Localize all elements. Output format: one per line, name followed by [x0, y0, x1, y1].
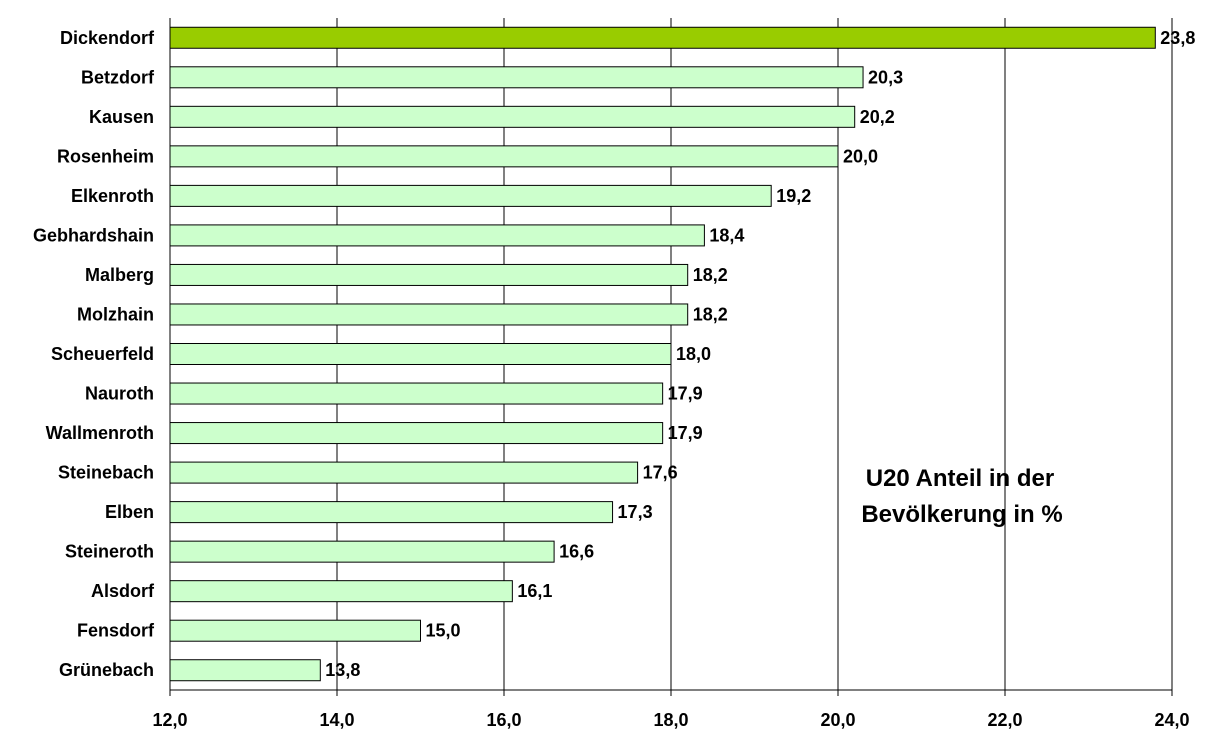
category-label: Scheuerfeld: [51, 344, 154, 364]
category-label: Betzdorf: [81, 67, 155, 87]
value-labels: 23,8 20,3 20,2 20,0 19,2 18,4 18,2 18,2 18,0 17,9…: [325, 28, 1195, 680]
bar: [169, 619, 421, 642]
value-label: 18,2: [693, 304, 728, 324]
bar: [169, 66, 864, 89]
category-labels: Dickendorf Betzdorf Kausen Rosenheim Elkenro…: [33, 28, 155, 680]
chart-annotation-line-1: U20 Anteil in der: [866, 465, 1054, 492]
x-tick-label: 12,0: [152, 710, 187, 730]
category-label: Elkenroth: [71, 186, 154, 206]
bar: [169, 422, 664, 445]
chart-annotation-line-2: Bevölkerung in %: [861, 501, 1062, 528]
value-label: 18,4: [709, 225, 744, 245]
category-label: Gebhardshain: [33, 225, 154, 245]
bar: [169, 263, 689, 286]
value-label: 23,8: [1160, 28, 1195, 48]
category-label: Fensdorf: [77, 621, 155, 641]
value-label: 19,2: [776, 186, 811, 206]
bar: [169, 580, 513, 603]
bar: [169, 224, 705, 247]
value-label: 17,3: [618, 502, 653, 522]
category-label: Steineroth: [65, 542, 154, 562]
category-label: Molzhain: [77, 304, 154, 324]
value-label: 15,0: [426, 621, 461, 641]
category-label: Malberg: [85, 265, 154, 285]
category-label: Rosenheim: [57, 146, 154, 166]
value-label: 17,9: [668, 384, 703, 404]
bar: [169, 303, 689, 326]
value-label: 20,2: [860, 107, 895, 127]
bar: [169, 184, 772, 207]
category-label: Elben: [105, 502, 154, 522]
value-label: 17,9: [668, 423, 703, 443]
value-label: 20,0: [843, 146, 878, 166]
bar: [169, 26, 1156, 49]
bar: [169, 145, 839, 168]
bar: [169, 343, 672, 365]
x-tick-label: 14,0: [319, 710, 354, 730]
value-label: 13,8: [325, 660, 360, 680]
value-label: 16,6: [559, 542, 594, 562]
value-label: 16,1: [517, 581, 552, 601]
category-label: Steinebach: [58, 463, 154, 483]
bar: [169, 105, 856, 128]
value-label: 18,2: [693, 265, 728, 285]
bar: [169, 659, 321, 682]
category-label: Alsdorf: [91, 581, 155, 601]
x-tick-label: 18,0: [653, 710, 688, 730]
bar: [169, 461, 639, 484]
x-tick-label: 20,0: [820, 710, 855, 730]
bar: [169, 540, 555, 563]
category-label: Grünebach: [59, 660, 154, 680]
category-label: Dickendorf: [60, 28, 155, 48]
category-label: Kausen: [89, 107, 154, 127]
x-tick-label: 16,0: [486, 710, 521, 730]
bar: [169, 382, 664, 405]
value-label: 17,6: [643, 463, 678, 483]
value-label: 18,0: [676, 344, 711, 364]
x-tick-label: 22,0: [987, 710, 1022, 730]
bars: [169, 26, 1156, 682]
x-tick-label: 24,0: [1154, 710, 1189, 730]
value-label: 20,3: [868, 67, 903, 87]
x-axis: 12,0 14,0 16,0 18,0 20,0 22,0 24,0: [152, 18, 1190, 730]
bar: [169, 501, 614, 524]
category-label: Wallmenroth: [46, 423, 154, 443]
category-label: Nauroth: [85, 384, 154, 404]
